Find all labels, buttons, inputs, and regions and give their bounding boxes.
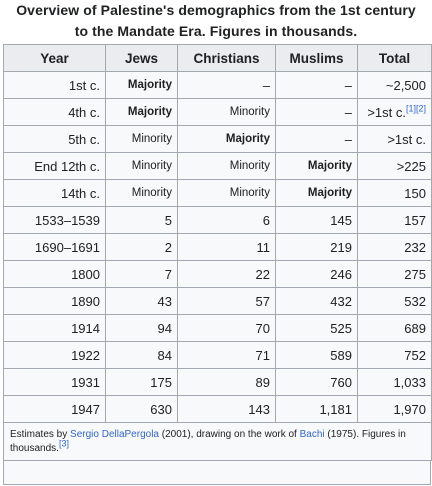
cell-total: 1,033 <box>357 368 432 396</box>
table-row: 4th c. Majority Minority – >1st c.[1][2] <box>3 98 432 126</box>
footnote-text-3: (1975). Figures in thousands. <box>10 428 406 454</box>
cell-jews: Minority <box>105 152 178 180</box>
table-caption: Overview of Palestine's demographics fro… <box>0 0 432 44</box>
cell-total: >1st c.[1][2] <box>357 98 432 126</box>
header-muslims: Muslims <box>275 44 358 72</box>
citation-link[interactable]: [1][2] <box>405 103 426 114</box>
cell-jews: 94 <box>105 314 178 342</box>
table-row: 1931 175 89 760 1,033 <box>3 368 432 396</box>
cell-year: 1800 <box>3 260 106 288</box>
cell-year: 14th c. <box>3 179 106 207</box>
header-year: Year <box>3 44 106 72</box>
cell-total: 157 <box>357 206 432 234</box>
cell-year: 1922 <box>3 341 106 369</box>
cell-muslims: Majority <box>275 179 358 207</box>
cell-christians: 11 <box>177 233 276 261</box>
cell-muslims: 525 <box>275 314 358 342</box>
cell-jews: Minority <box>105 125 178 153</box>
cell-total: 752 <box>357 341 432 369</box>
cell-christians: 57 <box>177 287 276 315</box>
table-row: 1914 94 70 525 689 <box>3 314 432 342</box>
cell-total: 150 <box>357 179 432 207</box>
table-row: 14th c. Minority Minority Majority 150 <box>3 179 432 207</box>
cell-muslims: 145 <box>275 206 358 234</box>
cell-muslims: Majority <box>275 152 358 180</box>
cell-jews: Majority <box>105 71 178 99</box>
citation-link[interactable]: [3] <box>58 438 69 449</box>
cell-christians: 89 <box>177 368 276 396</box>
cell-year: 5th c. <box>3 125 106 153</box>
cell-christians: Minority <box>177 179 276 207</box>
table-row: End 12th c. Minority Minority Majority >… <box>3 152 432 180</box>
cell-year: 4th c. <box>3 98 106 126</box>
cell-total: 232 <box>357 233 432 261</box>
cell-christians: Minority <box>177 98 276 126</box>
table-footnote: Estimates by Sergio DellaPergola (2001),… <box>3 422 432 461</box>
cell-muslims: – <box>275 71 358 99</box>
cell-christians: 71 <box>177 341 276 369</box>
cell-total: >225 <box>357 152 432 180</box>
cell-jews: Minority <box>105 179 178 207</box>
cell-muslims: 219 <box>275 233 358 261</box>
cell-year: End 12th c. <box>3 152 106 180</box>
cell-year: 1914 <box>3 314 106 342</box>
table-row: 1800 7 22 246 275 <box>3 260 432 288</box>
cell-muslims: – <box>275 125 358 153</box>
cell-year: 1690–1691 <box>3 233 106 261</box>
cell-christians: 143 <box>177 395 276 423</box>
cell-muslims: 1,181 <box>275 395 358 423</box>
cell-christians: – <box>177 71 276 99</box>
table-row: 1st c. Majority – – ~2,500 <box>3 71 432 99</box>
caption-line-1: Overview of Palestine's demographics fro… <box>16 2 416 18</box>
header-row: Year Jews Christians Muslims Total <box>3 44 432 72</box>
table-row: 1922 84 71 589 752 <box>3 341 432 369</box>
cell-total: ~2,500 <box>357 71 432 99</box>
cell-total: 1,970 <box>357 395 432 423</box>
cell-total-value: >1st c. <box>367 104 406 120</box>
cell-christians: 22 <box>177 260 276 288</box>
cell-jews: 175 <box>105 368 178 396</box>
cell-muslims: 589 <box>275 341 358 369</box>
cell-year: 1st c. <box>3 71 106 99</box>
header-jews: Jews <box>105 44 178 72</box>
header-christians: Christians <box>177 44 276 72</box>
cell-total: >1st c. <box>357 125 432 153</box>
table-row: 1533–1539 5 6 145 157 <box>3 206 432 234</box>
cell-jews: 5 <box>105 206 178 234</box>
footnote-text-2: (2001), drawing on the work of <box>158 428 300 440</box>
cell-jews: Majority <box>105 98 178 126</box>
cell-muslims: 432 <box>275 287 358 315</box>
header-total: Total <box>357 44 432 72</box>
cell-jews: 7 <box>105 260 178 288</box>
table-row: 5th c. Minority Majority – >1st c. <box>3 125 432 153</box>
table-row: 1690–1691 2 11 219 232 <box>3 233 432 261</box>
author-link-dellapergola[interactable]: Sergio DellaPergola <box>70 428 159 440</box>
cell-year: 1947 <box>3 395 106 423</box>
footnote-text-1: Estimates by <box>10 428 71 440</box>
table-row: 1890 43 57 432 532 <box>3 287 432 315</box>
author-link-bachi[interactable]: Bachi <box>299 428 325 440</box>
cell-total: 532 <box>357 287 432 315</box>
cell-christians: 6 <box>177 206 276 234</box>
cell-jews: 84 <box>105 341 178 369</box>
cell-christians: 70 <box>177 314 276 342</box>
cell-christians: Minority <box>177 152 276 180</box>
cell-christians: Majority <box>177 125 276 153</box>
cell-muslims: 760 <box>275 368 358 396</box>
caption-line-2: to the Mandate Era. Figures in thousands… <box>74 23 358 39</box>
cell-muslims: – <box>275 98 358 126</box>
cell-jews: 630 <box>105 395 178 423</box>
demographics-table: Year Jews Christians Muslims Total 1st c… <box>3 44 432 461</box>
cell-year: 1890 <box>3 287 106 315</box>
cell-muslims: 246 <box>275 260 358 288</box>
table-row: 1947 630 143 1,181 1,970 <box>3 395 432 423</box>
cell-year: 1533–1539 <box>3 206 106 234</box>
cell-jews: 43 <box>105 287 178 315</box>
cell-total: 689 <box>357 314 432 342</box>
cell-total: 275 <box>357 260 432 288</box>
table-footer-row: Estimates by Sergio DellaPergola (2001),… <box>3 422 432 461</box>
cell-year: 1931 <box>3 368 106 396</box>
cell-jews: 2 <box>105 233 178 261</box>
